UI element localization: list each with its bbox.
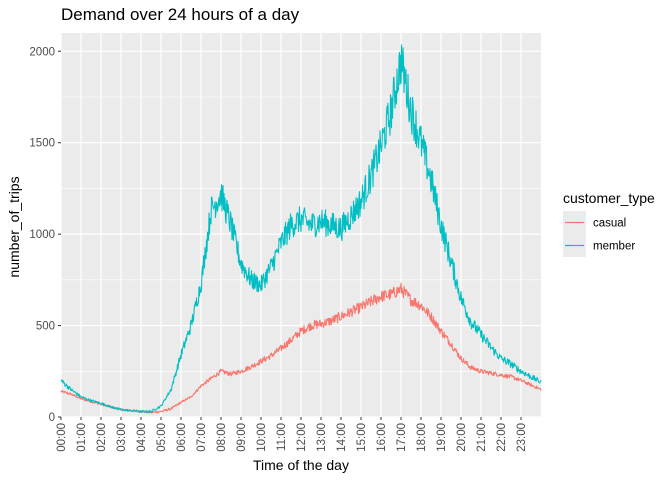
x-tick-label: 03:00: [116, 423, 128, 452]
chart-title: Demand over 24 hours of a day: [61, 5, 300, 24]
x-tick-label: 23:00: [516, 423, 528, 452]
y-tick-label: 0: [49, 412, 55, 424]
x-axis-ticks: 00:00 01:00 02:00 03:00 04:00 05:00 06:00 07:00…: [56, 417, 528, 452]
x-tick-label: 13:00: [316, 423, 328, 452]
x-tick-label: 10:00: [256, 423, 268, 452]
y-axis-ticks: 0 500 1000 1500 2000: [29, 46, 61, 424]
x-tick-label: 05:00: [156, 423, 168, 452]
series-line-member: [60, 44, 542, 413]
legend-label-casual: casual: [593, 218, 626, 230]
y-tick-label: 2000: [29, 46, 55, 58]
y-tick-label: 1500: [29, 138, 55, 150]
x-tick-label: 16:00: [376, 423, 388, 452]
series-lines: [60, 44, 542, 414]
legend-label-member: member: [593, 241, 635, 253]
x-tick-label: 04:00: [136, 423, 148, 452]
x-tick-label: 06:00: [176, 423, 188, 452]
x-tick-label: 21:00: [476, 423, 488, 452]
x-tick-label: 07:00: [196, 423, 208, 452]
x-tick-label: 00:00: [56, 423, 68, 452]
legend: customer_type casual member: [563, 190, 655, 257]
x-tick-label: 19:00: [436, 423, 448, 452]
x-tick-label: 14:00: [336, 423, 348, 452]
x-axis-title: Time of the day: [253, 457, 349, 473]
x-tick-label: 01:00: [76, 423, 88, 452]
y-tick-label: 500: [36, 321, 55, 333]
x-tick-label: 12:00: [296, 423, 308, 452]
x-tick-label: 15:00: [356, 423, 368, 452]
x-tick-label: 17:00: [396, 423, 408, 452]
x-tick-label: 22:00: [496, 423, 508, 452]
legend-title: customer_type: [563, 190, 655, 206]
x-tick-label: 09:00: [236, 423, 248, 452]
y-tick-label: 1000: [29, 229, 55, 241]
x-tick-label: 18:00: [416, 423, 428, 452]
y-axis-title: number_of_trips: [6, 176, 22, 277]
x-tick-label: 08:00: [216, 423, 228, 452]
x-tick-label: 20:00: [456, 423, 468, 452]
x-tick-label: 02:00: [96, 423, 108, 452]
x-tick-label: 11:00: [276, 423, 288, 451]
